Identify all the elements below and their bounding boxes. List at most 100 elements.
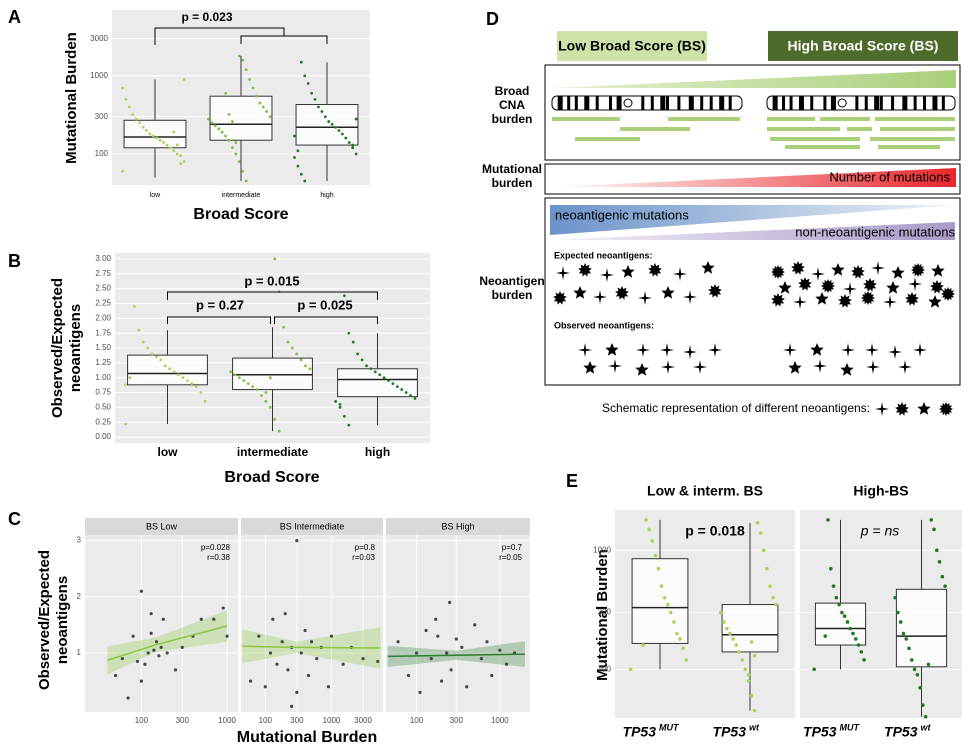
neoantigen-symbol: [683, 290, 697, 304]
p-value: p=0.028: [201, 543, 231, 552]
neoantigen-symbol: [811, 267, 825, 281]
expected-label: Expected neoantigens:: [554, 250, 653, 260]
y-tick-label: 2.75: [95, 269, 111, 278]
point: [157, 654, 161, 658]
neoantigen-symbol: [840, 363, 854, 376]
x-axis-title: Broad Score: [224, 469, 319, 486]
neoantigen-symbol: [683, 345, 697, 359]
point: [418, 690, 422, 694]
row-label: burden: [492, 288, 533, 302]
nonneo-label: non-neoantigenic mutations: [795, 224, 955, 239]
chromosome: [766, 95, 956, 111]
point: [134, 117, 138, 121]
neoantigen-symbol: [843, 282, 857, 296]
point: [351, 146, 355, 150]
point: [244, 179, 248, 183]
point: [915, 672, 920, 677]
neoantigen-symbol: [771, 293, 785, 307]
point: [286, 668, 290, 672]
point: [263, 685, 267, 689]
point: [168, 146, 172, 150]
point: [238, 376, 241, 380]
point: [163, 364, 167, 368]
point: [149, 612, 153, 616]
point: [303, 628, 307, 633]
y-tick-label: 1.50: [95, 343, 111, 352]
low-bs-box: [557, 31, 707, 61]
neoantigen-symbol: [941, 287, 955, 301]
y-tick-label: 2.50: [95, 284, 111, 293]
x-tick-label: 300: [450, 716, 464, 725]
point: [659, 584, 664, 588]
x-tick-label: TP53: [803, 724, 837, 740]
point: [227, 138, 231, 142]
point: [180, 645, 184, 649]
point: [718, 610, 723, 615]
point: [185, 379, 189, 383]
y-tick-label: 1000: [593, 545, 611, 554]
legend-text: Schematic representation of different ne…: [602, 401, 870, 415]
point: [823, 634, 828, 638]
y-tick-label: 0.00: [95, 432, 111, 441]
point: [448, 600, 452, 605]
point: [149, 631, 153, 635]
point: [440, 679, 444, 683]
point: [172, 149, 176, 153]
point: [159, 358, 163, 362]
point: [856, 643, 861, 647]
cna-segment: [770, 137, 860, 141]
point: [113, 673, 118, 678]
high-bs-title: High Broad Score (BS): [788, 38, 939, 54]
point: [258, 101, 262, 105]
point: [303, 74, 307, 78]
cna-segment: [870, 137, 955, 141]
point: [296, 149, 300, 153]
row-label: burden: [492, 112, 533, 126]
point: [275, 662, 279, 666]
point: [282, 325, 285, 329]
y-axis-title: Mutational Burden: [63, 32, 80, 164]
point: [330, 122, 334, 126]
point: [244, 68, 248, 72]
bracket: [167, 291, 378, 300]
cna-segment: [820, 117, 870, 121]
point: [172, 130, 176, 134]
x-tick-label: 100: [410, 716, 424, 725]
point: [242, 379, 246, 383]
point: [828, 566, 833, 571]
point: [834, 595, 839, 600]
point: [382, 376, 386, 380]
box: [721, 604, 779, 653]
point: [765, 566, 769, 571]
observed-label: Observed neoantigens:: [554, 320, 654, 330]
x-tick-label: 3000: [354, 716, 372, 725]
point: [681, 646, 685, 651]
chromosome-band: [584, 96, 590, 110]
point: [752, 708, 757, 713]
point: [749, 640, 754, 644]
point: [273, 257, 277, 261]
point: [665, 602, 670, 607]
point: [277, 429, 281, 433]
y-tick-label: 300: [598, 608, 612, 617]
neoantigen-symbol: [888, 345, 902, 359]
p-value: p=0.7: [502, 543, 523, 552]
point: [746, 679, 751, 683]
point: [131, 113, 135, 116]
point: [241, 169, 245, 173]
row-label: Mutational: [482, 162, 542, 176]
chromosome-band: [728, 96, 732, 110]
point: [121, 86, 124, 90]
point: [179, 162, 183, 166]
chromosome-band: [616, 96, 622, 110]
x-tick-label: TP53: [623, 724, 657, 740]
point: [306, 82, 310, 85]
point: [334, 125, 337, 129]
point: [768, 584, 772, 588]
point: [248, 679, 253, 683]
neo-row: [544, 197, 961, 386]
centromere: [837, 98, 847, 108]
point: [241, 58, 245, 62]
neoantigen-symbol: [661, 286, 675, 299]
cna-segment: [620, 127, 690, 131]
